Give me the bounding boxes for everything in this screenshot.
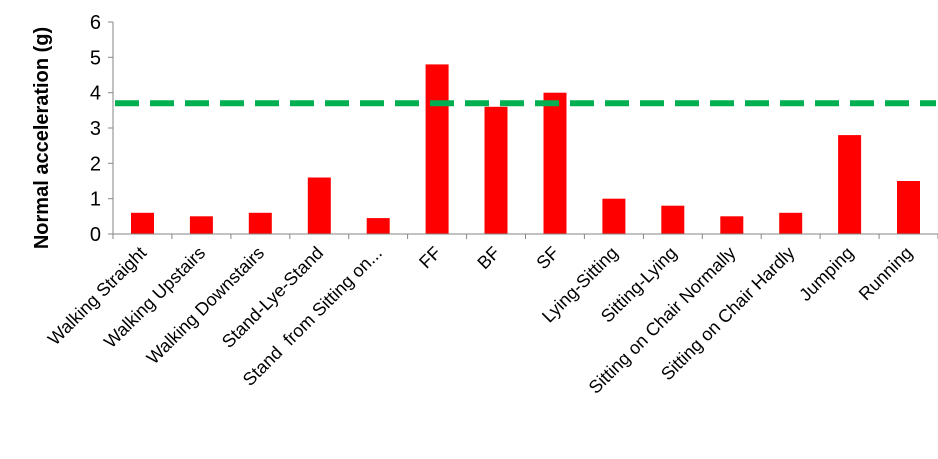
- bars-layer: [131, 64, 920, 235]
- bar-8: [543, 92, 567, 234]
- bar-10: [661, 205, 685, 234]
- y-tick-labels: 0 1 2 3 4 5 6: [90, 12, 101, 246]
- axes-layer: [108, 21, 938, 239]
- bar-12: [779, 212, 803, 234]
- bar-13: [838, 135, 862, 234]
- x-tick-label-8: SF: [532, 243, 562, 273]
- y-tick-label-3: 3: [90, 118, 101, 140]
- x-tick-label-7: BF: [473, 243, 503, 273]
- x-tick-label-14: Running: [855, 243, 917, 305]
- y-axis-title: Normal acceleration (g): [31, 27, 53, 249]
- y-tick-label-1: 1: [90, 189, 101, 211]
- y-tick-label-6: 6: [90, 12, 101, 34]
- x-tick-label-13: Jumping: [795, 243, 857, 305]
- bar-1: [131, 212, 154, 234]
- bar-4: [307, 177, 331, 234]
- x-tick-label-6: FF: [415, 243, 445, 273]
- bar-2: [189, 216, 213, 234]
- bar-3: [248, 212, 272, 234]
- bar-6: [425, 64, 449, 235]
- bar-5: [366, 218, 390, 234]
- y-tick-label-0: 0: [90, 224, 101, 246]
- x-tick-label-4: Stand-Lye-Stand: [218, 243, 327, 352]
- y-tick-label-5: 5: [90, 47, 101, 69]
- x-tick-label-2: Walking Upstairs: [100, 243, 209, 352]
- bar-11: [720, 216, 744, 234]
- bar-14: [897, 181, 920, 234]
- y-tick-label-4: 4: [90, 83, 101, 105]
- bar-7: [484, 106, 508, 234]
- bar-9: [602, 198, 626, 234]
- y-tick-label-2: 2: [90, 153, 101, 175]
- x-tick-label-1: Walking Straight: [44, 243, 150, 349]
